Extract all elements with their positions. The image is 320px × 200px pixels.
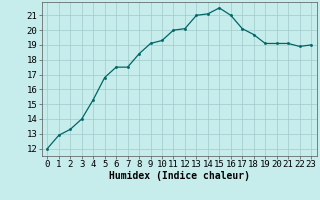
X-axis label: Humidex (Indice chaleur): Humidex (Indice chaleur) bbox=[109, 171, 250, 181]
